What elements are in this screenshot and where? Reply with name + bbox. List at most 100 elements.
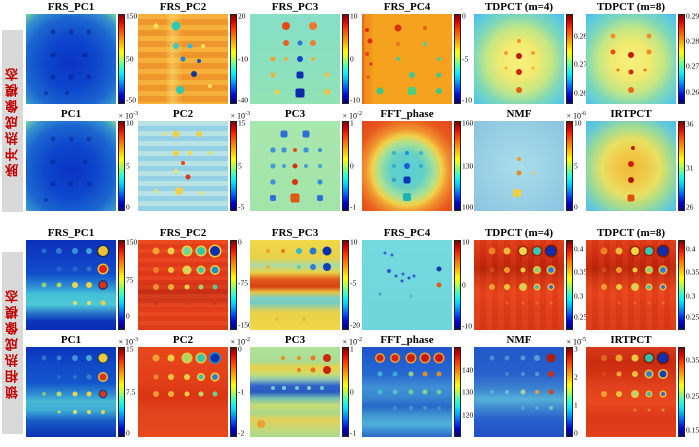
colorbar-tick-label: 0 bbox=[238, 344, 242, 354]
colorbar-tick-label: 0.35 bbox=[574, 267, 588, 277]
defect-dot bbox=[549, 406, 554, 411]
modality-label-lockin: 锁相热成像模态 bbox=[2, 252, 23, 434]
defect-dot bbox=[310, 39, 316, 46]
defect-dot bbox=[153, 23, 159, 29]
colorbar-wrap: 150 50 -50 bbox=[118, 12, 138, 105]
defect-dot bbox=[296, 71, 303, 79]
colorbar-scale-exponent: × 10-2 bbox=[230, 337, 250, 347]
panel-header: FRS_PC4 bbox=[362, 227, 474, 240]
modality-label-lockin-text: 锁相热成像模态 bbox=[5, 287, 20, 399]
colorbar-scale-exponent: × 10-2 bbox=[342, 337, 362, 347]
colorbar-wrap: 0.29 0.28 0.27 0.26 bbox=[678, 12, 699, 104]
defect-dot bbox=[198, 374, 204, 380]
defect-dot bbox=[43, 198, 48, 203]
defect-dot bbox=[57, 410, 61, 414]
defect-dot bbox=[212, 373, 219, 380]
defect-dot bbox=[436, 389, 442, 395]
defect-dot bbox=[99, 281, 107, 289]
colorbar-tick-label: 10 bbox=[574, 118, 582, 128]
defect-dot bbox=[408, 406, 413, 411]
panel-header: NMF × 10-6 bbox=[474, 108, 586, 121]
colorbar-tick-label: 150 bbox=[126, 237, 138, 247]
defect-dot bbox=[400, 279, 404, 283]
defect-dot bbox=[50, 159, 56, 164]
heatmap-image-frs-pc1 bbox=[26, 240, 116, 330]
defect-dot bbox=[378, 292, 382, 296]
defect-dot bbox=[87, 301, 91, 305]
defect-dot bbox=[520, 372, 525, 376]
defect-dot bbox=[292, 163, 298, 169]
colorbar-wrap: 1 0 -1 bbox=[342, 119, 362, 212]
defect-dot bbox=[317, 195, 324, 202]
defect-dot bbox=[489, 283, 495, 290]
defect-dot bbox=[296, 265, 301, 269]
panel-title: TDPCT (m=8) bbox=[596, 1, 666, 13]
defect-dot bbox=[632, 267, 638, 273]
defect-dot bbox=[295, 247, 302, 254]
defect-dot bbox=[310, 355, 316, 361]
colorbar-ticks: 3 2 1 0 bbox=[573, 345, 586, 437]
defect-dot bbox=[392, 389, 398, 395]
defect-dot bbox=[631, 354, 639, 362]
defect-dot bbox=[601, 267, 607, 273]
panel-title: TDPCT (m=8) bbox=[596, 227, 666, 239]
defect-dot bbox=[658, 352, 669, 363]
colorbar-tick-label: -10 bbox=[238, 54, 248, 64]
defect-dot bbox=[172, 149, 179, 156]
defect-dot bbox=[661, 284, 666, 289]
panel-body: 20 -10 -40 bbox=[138, 12, 250, 104]
panel-header: FRS_PC4 bbox=[362, 1, 474, 14]
defect-dot bbox=[661, 301, 665, 305]
colorbar-tick-label: -1 bbox=[350, 202, 357, 212]
defect-dot bbox=[100, 300, 106, 306]
colorbar-tick-label: 10 bbox=[126, 118, 134, 128]
defect-dot bbox=[82, 159, 87, 164]
colorbar bbox=[342, 240, 349, 330]
defect-dot bbox=[309, 21, 317, 30]
panel-title: PC3 bbox=[284, 108, 306, 120]
defect-dot bbox=[646, 371, 652, 377]
defect-dot bbox=[280, 130, 288, 138]
colorbar-tick-label: -20 bbox=[350, 319, 360, 329]
panel-fft-phase-r2: FFT_phase 160 130 100 bbox=[362, 108, 474, 211]
panel-header: FRS_PC1 bbox=[26, 227, 138, 240]
defect-dot bbox=[407, 87, 416, 96]
panel-body: 140 130 120 bbox=[362, 347, 474, 437]
defect-dot bbox=[504, 355, 510, 361]
defect-dot bbox=[50, 74, 56, 80]
colorbar-ticks: 0.29 0.28 0.27 0.26 bbox=[685, 12, 699, 104]
defect-dot bbox=[488, 247, 496, 255]
defect-dot bbox=[86, 181, 92, 187]
colorbar-wrap: 3 2 1 0 bbox=[566, 345, 586, 437]
colorbar-wrap: 15 5 -5 bbox=[230, 119, 250, 211]
defect-dot bbox=[72, 301, 77, 305]
panel-header: FRS_PC3 bbox=[250, 1, 362, 14]
colorbar-tick-label: 0.27 bbox=[686, 61, 699, 71]
colorbar-tick-label: 7.5 bbox=[126, 387, 136, 397]
colorbar-wrap: 36 31 26 bbox=[678, 120, 698, 211]
defect-dot bbox=[490, 390, 494, 394]
panel-pc2-r2: PC2 × 10-3 15 5 -5 bbox=[138, 108, 250, 211]
defect-dot bbox=[56, 266, 62, 272]
defect-dot bbox=[616, 390, 623, 397]
colorbar bbox=[230, 121, 237, 211]
defect-dot bbox=[531, 171, 534, 175]
colorbar-tick-label: -50 bbox=[126, 95, 136, 105]
defect-dot bbox=[270, 56, 275, 62]
defect-dot bbox=[318, 147, 323, 152]
panel-title: PC1 bbox=[60, 108, 82, 120]
defect-dot bbox=[513, 189, 522, 197]
defect-dot bbox=[168, 373, 175, 380]
defect-dot bbox=[100, 390, 107, 397]
colorbar-tick-label: 0.4 bbox=[574, 244, 584, 254]
defect-dot bbox=[548, 389, 554, 395]
panel-title: IRTPCT bbox=[610, 334, 652, 346]
panel-body: 0.4 0.35 0.3 0.25 bbox=[586, 240, 699, 330]
colorbar-tick-label: -1 bbox=[238, 387, 245, 397]
heatmap-image-pc1 bbox=[26, 347, 116, 437]
defect-dot bbox=[615, 247, 623, 255]
colorbar bbox=[118, 121, 125, 211]
colorbar-scale-exponent: × 10-5 bbox=[566, 337, 586, 347]
defect-dot bbox=[516, 86, 522, 93]
defect-dot bbox=[41, 248, 47, 254]
